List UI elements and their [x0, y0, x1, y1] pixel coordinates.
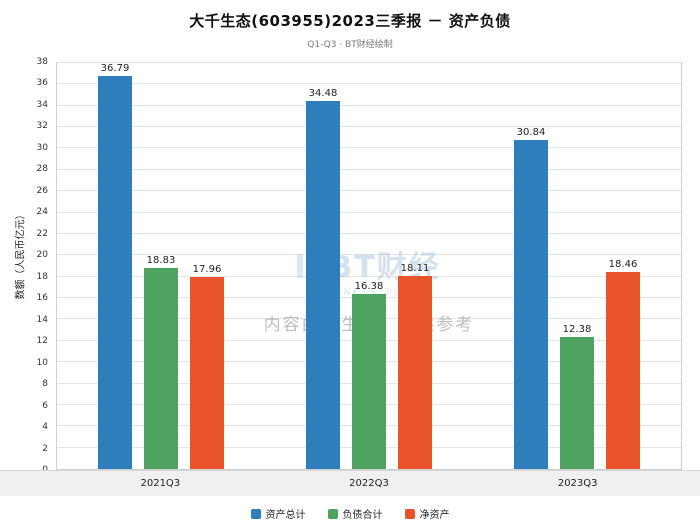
bar	[352, 294, 386, 469]
y-tick-label: 32	[36, 121, 48, 132]
y-tick-label: 12	[36, 336, 48, 347]
gridline	[57, 168, 681, 170]
x-axis-labels: 2021Q3 2022Q3 2023Q3	[0, 470, 700, 496]
bar	[98, 76, 132, 469]
x-tick-label: 2021Q3	[140, 478, 181, 489]
bar	[144, 267, 178, 469]
bar-value-label: 18.11	[400, 262, 430, 274]
y-tick-label: 16	[36, 293, 48, 304]
y-axis-title: 数额（人民币亿元）	[15, 209, 27, 300]
bar	[606, 271, 640, 469]
bar-value-label: 12.38	[562, 323, 592, 335]
bar-group: 36.79 18.83 17.96	[57, 63, 265, 469]
bar-value-label: 18.46	[608, 258, 638, 270]
y-tick-label: 34	[36, 99, 48, 110]
gridline	[57, 275, 681, 277]
bar-value-label: 30.84	[516, 126, 546, 138]
gridline	[57, 190, 681, 192]
y-tick-label: 8	[42, 379, 48, 390]
bar-column: 17.96	[190, 63, 224, 469]
legend-swatch	[250, 508, 261, 519]
gridline	[57, 83, 681, 85]
x-tick-label: 2022Q3	[349, 478, 389, 489]
legend: 资产总计 负债合计 净资产	[0, 506, 700, 521]
y-tick-label: 36	[36, 78, 48, 89]
gridline	[57, 254, 681, 256]
bar-groups: 36.79 18.83 17.96 34.48 16.38 18.11 30.84 12.38…	[57, 63, 681, 469]
legend-item: 净资产	[404, 506, 450, 521]
y-tick-label: 6	[42, 400, 48, 411]
gridline	[57, 126, 681, 128]
bar	[560, 336, 594, 469]
y-tick-label: 22	[36, 228, 48, 239]
bar	[190, 277, 224, 469]
bar-column: 36.79	[98, 63, 132, 469]
x-tick-label: 2023Q3	[557, 478, 598, 489]
bar-group: 34.48 16.38 18.11	[265, 63, 473, 469]
chart-subtitle: Q1-Q3 · BT财经绘制	[307, 40, 393, 50]
y-tick-label: 4	[42, 422, 48, 433]
bar-column: 16.38	[352, 63, 386, 469]
bar-column: 12.38	[560, 63, 594, 469]
bar-column: 18.46	[606, 63, 640, 469]
y-tick-label: 20	[36, 250, 48, 261]
legend-label: 负债合计	[342, 510, 383, 521]
chart: 数额（人民币亿元） 024681012141618202224262830323…	[0, 57, 700, 496]
bar-value-label: 18.83	[146, 254, 176, 266]
y-tick-label: 14	[36, 314, 48, 325]
y-tick-label: 28	[36, 164, 48, 175]
y-axis-ticks: 02468101214161820222426283032343638	[26, 57, 52, 475]
gridline	[57, 232, 681, 234]
bar-column: 34.48	[306, 63, 340, 469]
bar-value-label: 36.79	[100, 63, 130, 74]
bar-column: 18.11	[398, 63, 432, 469]
bar-value-label: 34.48	[308, 87, 338, 99]
gridline	[57, 211, 681, 213]
y-tick-label: 26	[36, 185, 48, 196]
y-tick-label: 30	[36, 142, 48, 153]
legend-label: 净资产	[419, 510, 450, 521]
y-tick-label: 38	[36, 57, 48, 67]
legend-swatch	[404, 508, 415, 519]
bar	[398, 275, 432, 469]
bar-value-label: 16.38	[354, 281, 384, 292]
legend-item: 资产总计	[250, 506, 306, 521]
chart-title: 大千生态(603955)2023三季报 － 资产负债	[189, 12, 511, 30]
gridline	[57, 62, 681, 63]
legend-swatch	[327, 508, 338, 519]
gridline	[57, 147, 681, 149]
bar-value-label: 17.96	[192, 264, 222, 276]
y-tick-label: 24	[36, 207, 48, 218]
legend-item: 负债合计	[327, 506, 383, 521]
bar-column: 30.84	[514, 63, 548, 469]
bar-group: 30.84 12.38 18.46	[473, 63, 681, 469]
y-tick-label: 2	[42, 443, 48, 454]
plot-area: BT财经 BUSINESS TIMES 内容由AI生成，仅供参考 36.7918…	[56, 62, 682, 470]
y-tick-label: 18	[36, 271, 48, 282]
bar	[306, 100, 340, 469]
bar	[514, 139, 548, 469]
y-tick-label: 10	[36, 357, 48, 368]
bar-column: 18.83	[144, 63, 178, 469]
gridline	[57, 104, 681, 106]
legend-label: 资产总计	[265, 510, 306, 521]
